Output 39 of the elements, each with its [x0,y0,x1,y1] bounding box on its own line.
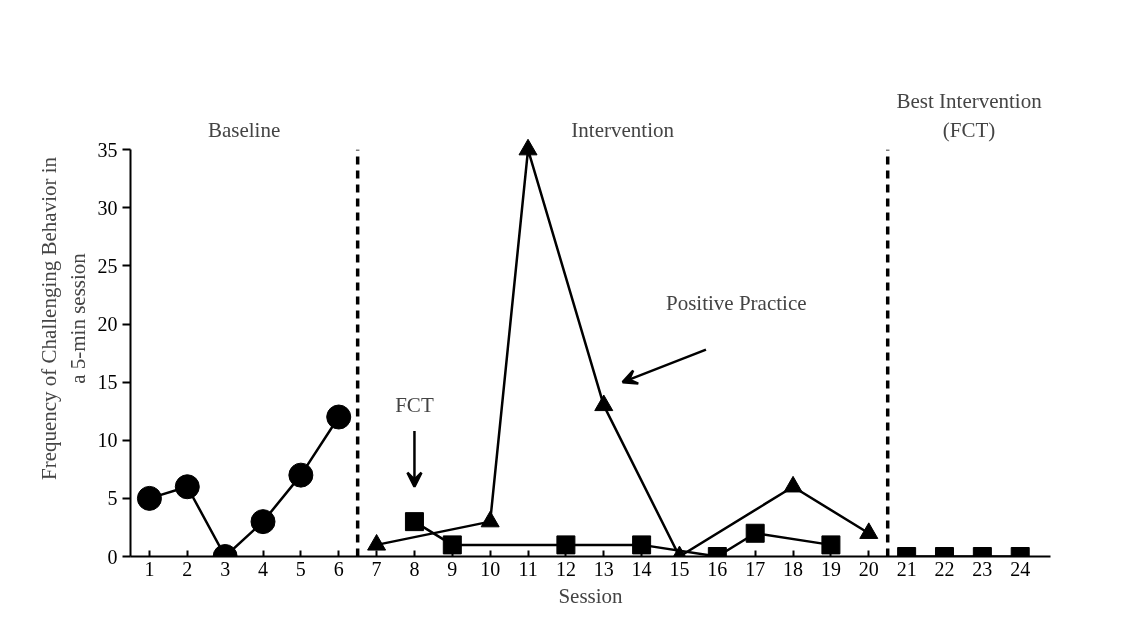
x-axis-title: Session [558,583,624,608]
annotation: FCT [395,393,434,418]
y-tick-label: 30 [97,196,118,219]
y-tick-label: 0 [107,545,118,568]
y-axis-title: Frequency of Challenging Behavior in a 5-min session [36,156,90,481]
x-tick-label: 5 [295,557,306,580]
x-tick-label: 20 [858,557,879,580]
text: Baseline [207,117,281,142]
x-tick-label: 7 [371,557,382,580]
x-tick-label: 14 [631,557,652,580]
x-tick-label: 1 [144,557,155,580]
y-tick-label: 35 [97,138,118,161]
x-tick-label: 12 [555,557,576,580]
x-tick-label: 15 [669,557,690,580]
text: Best Intervention (FCT) [896,88,1043,142]
x-tick-label: 10 [480,557,501,580]
text: Intervention [571,117,675,142]
x-tick-label: 11 [518,557,538,580]
x-tick-label: 16 [707,557,728,580]
x-tick-label: 3 [220,557,231,580]
y-tick-label: 10 [97,429,118,452]
annotation: Positive Practice [665,290,807,315]
x-tick-label: 6 [333,557,344,580]
x-tick-label: 21 [896,557,917,580]
x-tick-label: 17 [745,557,766,580]
x-tick-label: 13 [593,557,614,580]
y-tick-label: 5 [107,487,118,510]
x-tick-label: 18 [783,557,804,580]
x-tick-label: 2 [182,557,193,580]
x-tick-label: 23 [972,557,993,580]
x-tick-label: 8 [409,557,420,580]
y-tick-label: 15 [97,371,118,394]
x-tick-label: 22 [934,557,955,580]
x-tick-label: 9 [447,557,458,580]
x-tick-label: 4 [258,557,269,580]
y-tick-label: 20 [97,313,118,336]
x-tick-label: 24 [1010,557,1031,580]
y-tick-label: 25 [97,254,118,277]
x-tick-label: 19 [820,557,841,580]
